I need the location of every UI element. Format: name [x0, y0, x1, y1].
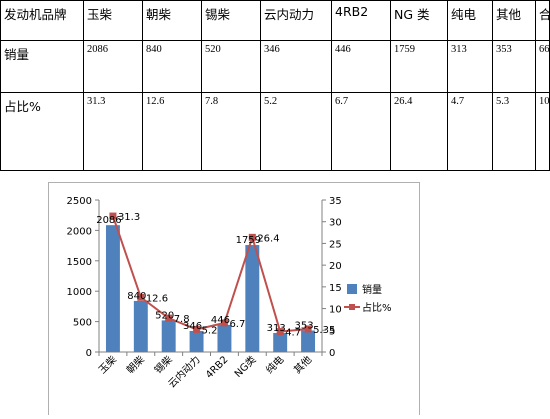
table-header-cell: NG 类 — [390, 0, 448, 41]
table-cell: 31.3 — [83, 92, 143, 171]
table-cell: 100 — [535, 92, 550, 171]
line-data-label: 5.35 — [313, 325, 335, 336]
table-cell: 6663 — [535, 40, 550, 93]
y-left-tick-label: 2500 — [67, 196, 92, 207]
table-header-cell: 云内动力 — [260, 0, 332, 41]
table-row: 销量 2086 840 520 346 446 1759 313 353 666… — [0, 40, 550, 93]
table-cell: 6.7 — [331, 92, 391, 171]
bar-data-label: 313 — [267, 323, 286, 334]
table-row-label: 占比% — [0, 92, 84, 171]
line-data-label: 5.2 — [202, 325, 218, 336]
bar-data-label: 840 — [127, 291, 146, 302]
table-cell: 4.7 — [447, 92, 493, 171]
x-tick-label: 锡柴 — [151, 353, 174, 376]
line-point — [248, 233, 256, 241]
table-cell: 5.3 — [492, 92, 536, 171]
y-right-tick-label: 30 — [329, 218, 342, 229]
y-right-tick-label: 25 — [329, 239, 342, 250]
table-cell: 840 — [142, 40, 202, 93]
bar — [161, 320, 176, 352]
bar-data-label: 346 — [183, 321, 202, 332]
bar — [273, 332, 288, 352]
line-data-label: 4.7 — [285, 328, 301, 339]
bar — [133, 300, 148, 352]
line-point — [165, 314, 173, 322]
bar — [217, 324, 232, 352]
x-tick-label: 其他 — [291, 353, 314, 376]
line-data-label: 12.6 — [146, 293, 168, 304]
table-cell: 313 — [447, 40, 493, 93]
x-tick-label: 4RB2 — [204, 354, 231, 381]
bar-data-label: 1759 — [236, 235, 261, 246]
x-tick-label: 玉柴 — [96, 353, 119, 376]
table-row: 占比% 31.3 12.6 7.8 5.2 6.7 26.4 4.7 5.3 1… — [0, 92, 550, 171]
data-labels: 2086 840 520 346 446 1759 313 353 31.3 12.6 7.8 5.2… — [96, 212, 335, 339]
y-right-tick-label: 10 — [329, 305, 342, 316]
table-cell: 520 — [201, 40, 261, 93]
legend-label: 销量 — [362, 283, 382, 296]
table-cell: 346 — [260, 40, 332, 93]
line-point — [276, 328, 284, 336]
bar-series — [105, 225, 316, 352]
y-right-tick-label: 15 — [329, 283, 342, 294]
table-header-row: 发动机品牌 玉柴 朝柴 锡柴 云内动力 4RB2 NG 类 纯电 其他 合计 — [0, 0, 550, 41]
table-row-label: 销量 — [0, 40, 84, 93]
share-line — [111, 215, 309, 333]
bar-data-label: 520 — [155, 310, 174, 321]
line-point — [109, 212, 117, 220]
table-header-cell: 发动机品牌 — [0, 0, 84, 41]
x-tick-label: 朝柴 — [124, 353, 147, 376]
table-cell: 1759 — [390, 40, 448, 93]
table-header-cell: 锡柴 — [201, 0, 261, 41]
y-left-tick-label: 2000 — [67, 226, 92, 237]
table-header-cell: 朝柴 — [142, 0, 202, 41]
bar — [245, 245, 260, 352]
bar — [105, 225, 120, 352]
legend-swatch-bar — [347, 284, 357, 294]
bar — [301, 330, 316, 352]
bar-data-label: 353 — [295, 321, 314, 332]
table-cell: 12.6 — [142, 92, 202, 171]
x-tick-label: 纯电 — [263, 353, 286, 376]
y-right-tick-label: 35 — [329, 196, 342, 207]
legend-swatch-marker — [349, 304, 355, 310]
table-header-cell: 纯电 — [447, 0, 493, 41]
line-point — [137, 293, 145, 301]
line-series — [109, 212, 312, 336]
y-right-tick-label: 20 — [329, 261, 342, 272]
table-cell: 2086 — [83, 40, 143, 93]
bar-data-label: 446 — [211, 315, 230, 326]
table-cell: 7.8 — [201, 92, 261, 171]
table-cell: 26.4 — [390, 92, 448, 171]
legend-label: 占比% — [362, 301, 392, 314]
x-tick-label: NG类 — [231, 353, 258, 380]
y-left-tick-label: 1500 — [67, 257, 92, 268]
chart-frame: 0 500 1000 1500 2000 2500 0 5 10 15 20 25 30 35 玉柴 朝柴 锡柴… — [48, 182, 420, 415]
bar-data-label: 2086 — [96, 215, 121, 226]
table-header-cell: 其他 — [492, 0, 536, 41]
y-right-tick-label: 5 — [329, 326, 335, 337]
table-cell: 353 — [492, 40, 536, 93]
y-right-tick-label: 0 — [329, 348, 335, 359]
table-header-cell: 合计 — [535, 0, 550, 41]
line-point — [220, 319, 228, 327]
data-table: 发动机品牌 玉柴 朝柴 锡柴 云内动力 4RB2 NG 类 纯电 其他 合计 销… — [0, 0, 550, 171]
table-cell: 446 — [331, 40, 391, 93]
line-data-label: 31.3 — [118, 212, 140, 223]
y-left-tick-label: 0 — [86, 348, 92, 359]
table-header-cell: 4RB2 — [331, 0, 391, 41]
table-cell: 5.2 — [260, 92, 332, 171]
line-data-label: 26.4 — [257, 233, 279, 244]
line-point — [304, 325, 312, 333]
bar — [189, 330, 204, 352]
y-left-tick-label: 1000 — [67, 287, 92, 298]
line-data-label: 7.8 — [174, 314, 190, 325]
line-point — [193, 325, 201, 333]
y-left-tick-label: 500 — [73, 318, 92, 329]
table-header-cell: 玉柴 — [83, 0, 143, 41]
line-data-label: 6.7 — [229, 319, 245, 330]
combo-chart: 0 500 1000 1500 2000 2500 0 5 10 15 20 25 30 35 玉柴 朝柴 锡柴… — [67, 196, 392, 390]
